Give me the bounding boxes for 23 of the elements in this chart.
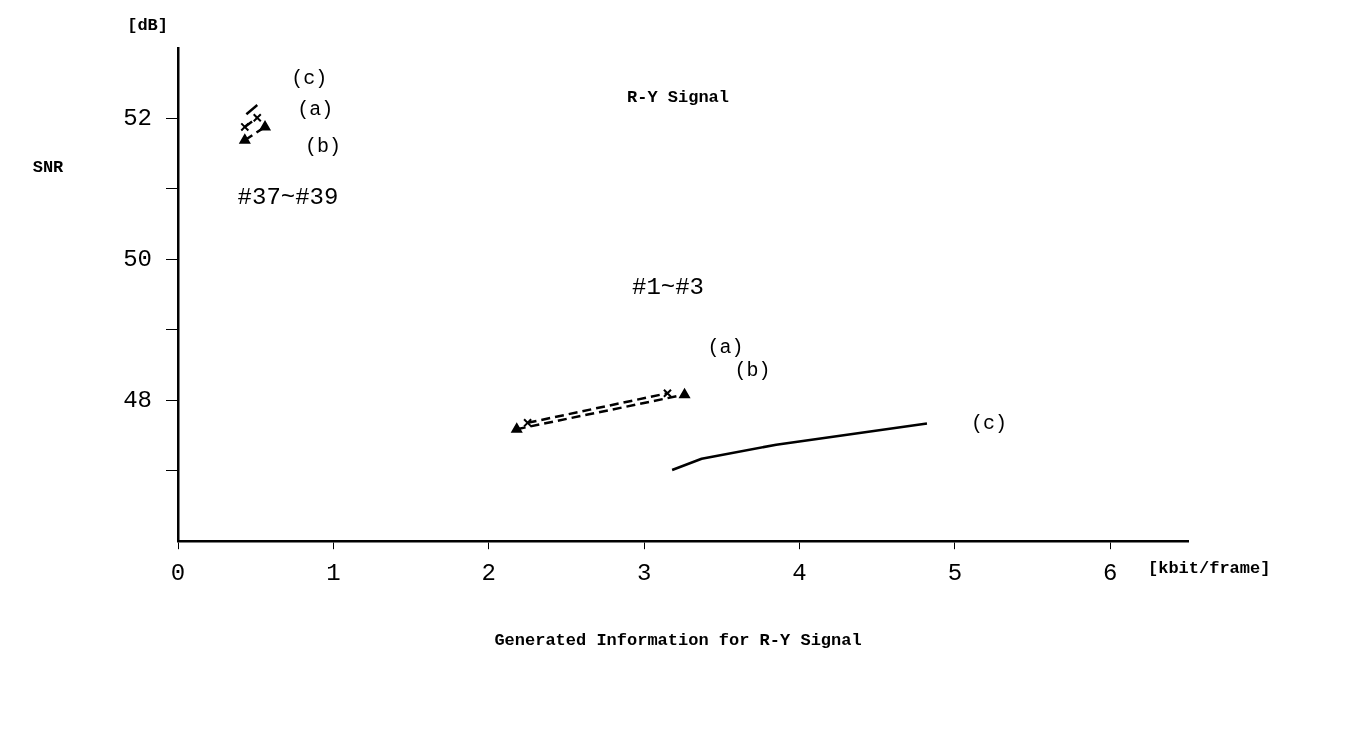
- x-axis-title: Generated Information for R-Y Signal: [494, 631, 862, 651]
- series-label: (b): [305, 135, 342, 159]
- x-tick-label: 4: [792, 559, 807, 587]
- series-label: (c): [291, 67, 328, 91]
- y-tick-label: 50: [123, 245, 152, 273]
- text: [dB]: [127, 16, 168, 36]
- text: (c): [970, 411, 1007, 435]
- x-tick-label: 1: [326, 559, 341, 587]
- x-tick-label: 5: [947, 559, 963, 587]
- x-tick-label: 3: [636, 559, 652, 587]
- text: (a): [707, 335, 744, 359]
- x-tick-label: 0: [170, 559, 186, 587]
- text: R-Y Signal: [626, 88, 730, 108]
- annotation: #1~#3: [631, 274, 705, 302]
- annotation: #37~#39: [237, 184, 339, 212]
- x-tick-label: 2: [481, 559, 496, 587]
- series-label: (a): [297, 98, 334, 122]
- text: (b): [734, 358, 771, 382]
- x-tick-label: 6: [1103, 559, 1118, 587]
- y-tick-label: 48: [123, 386, 152, 414]
- y-tick-label: 52: [123, 104, 152, 132]
- y-axis-title: SNR: [32, 158, 65, 178]
- text: [kbit/frame]: [1148, 559, 1271, 579]
